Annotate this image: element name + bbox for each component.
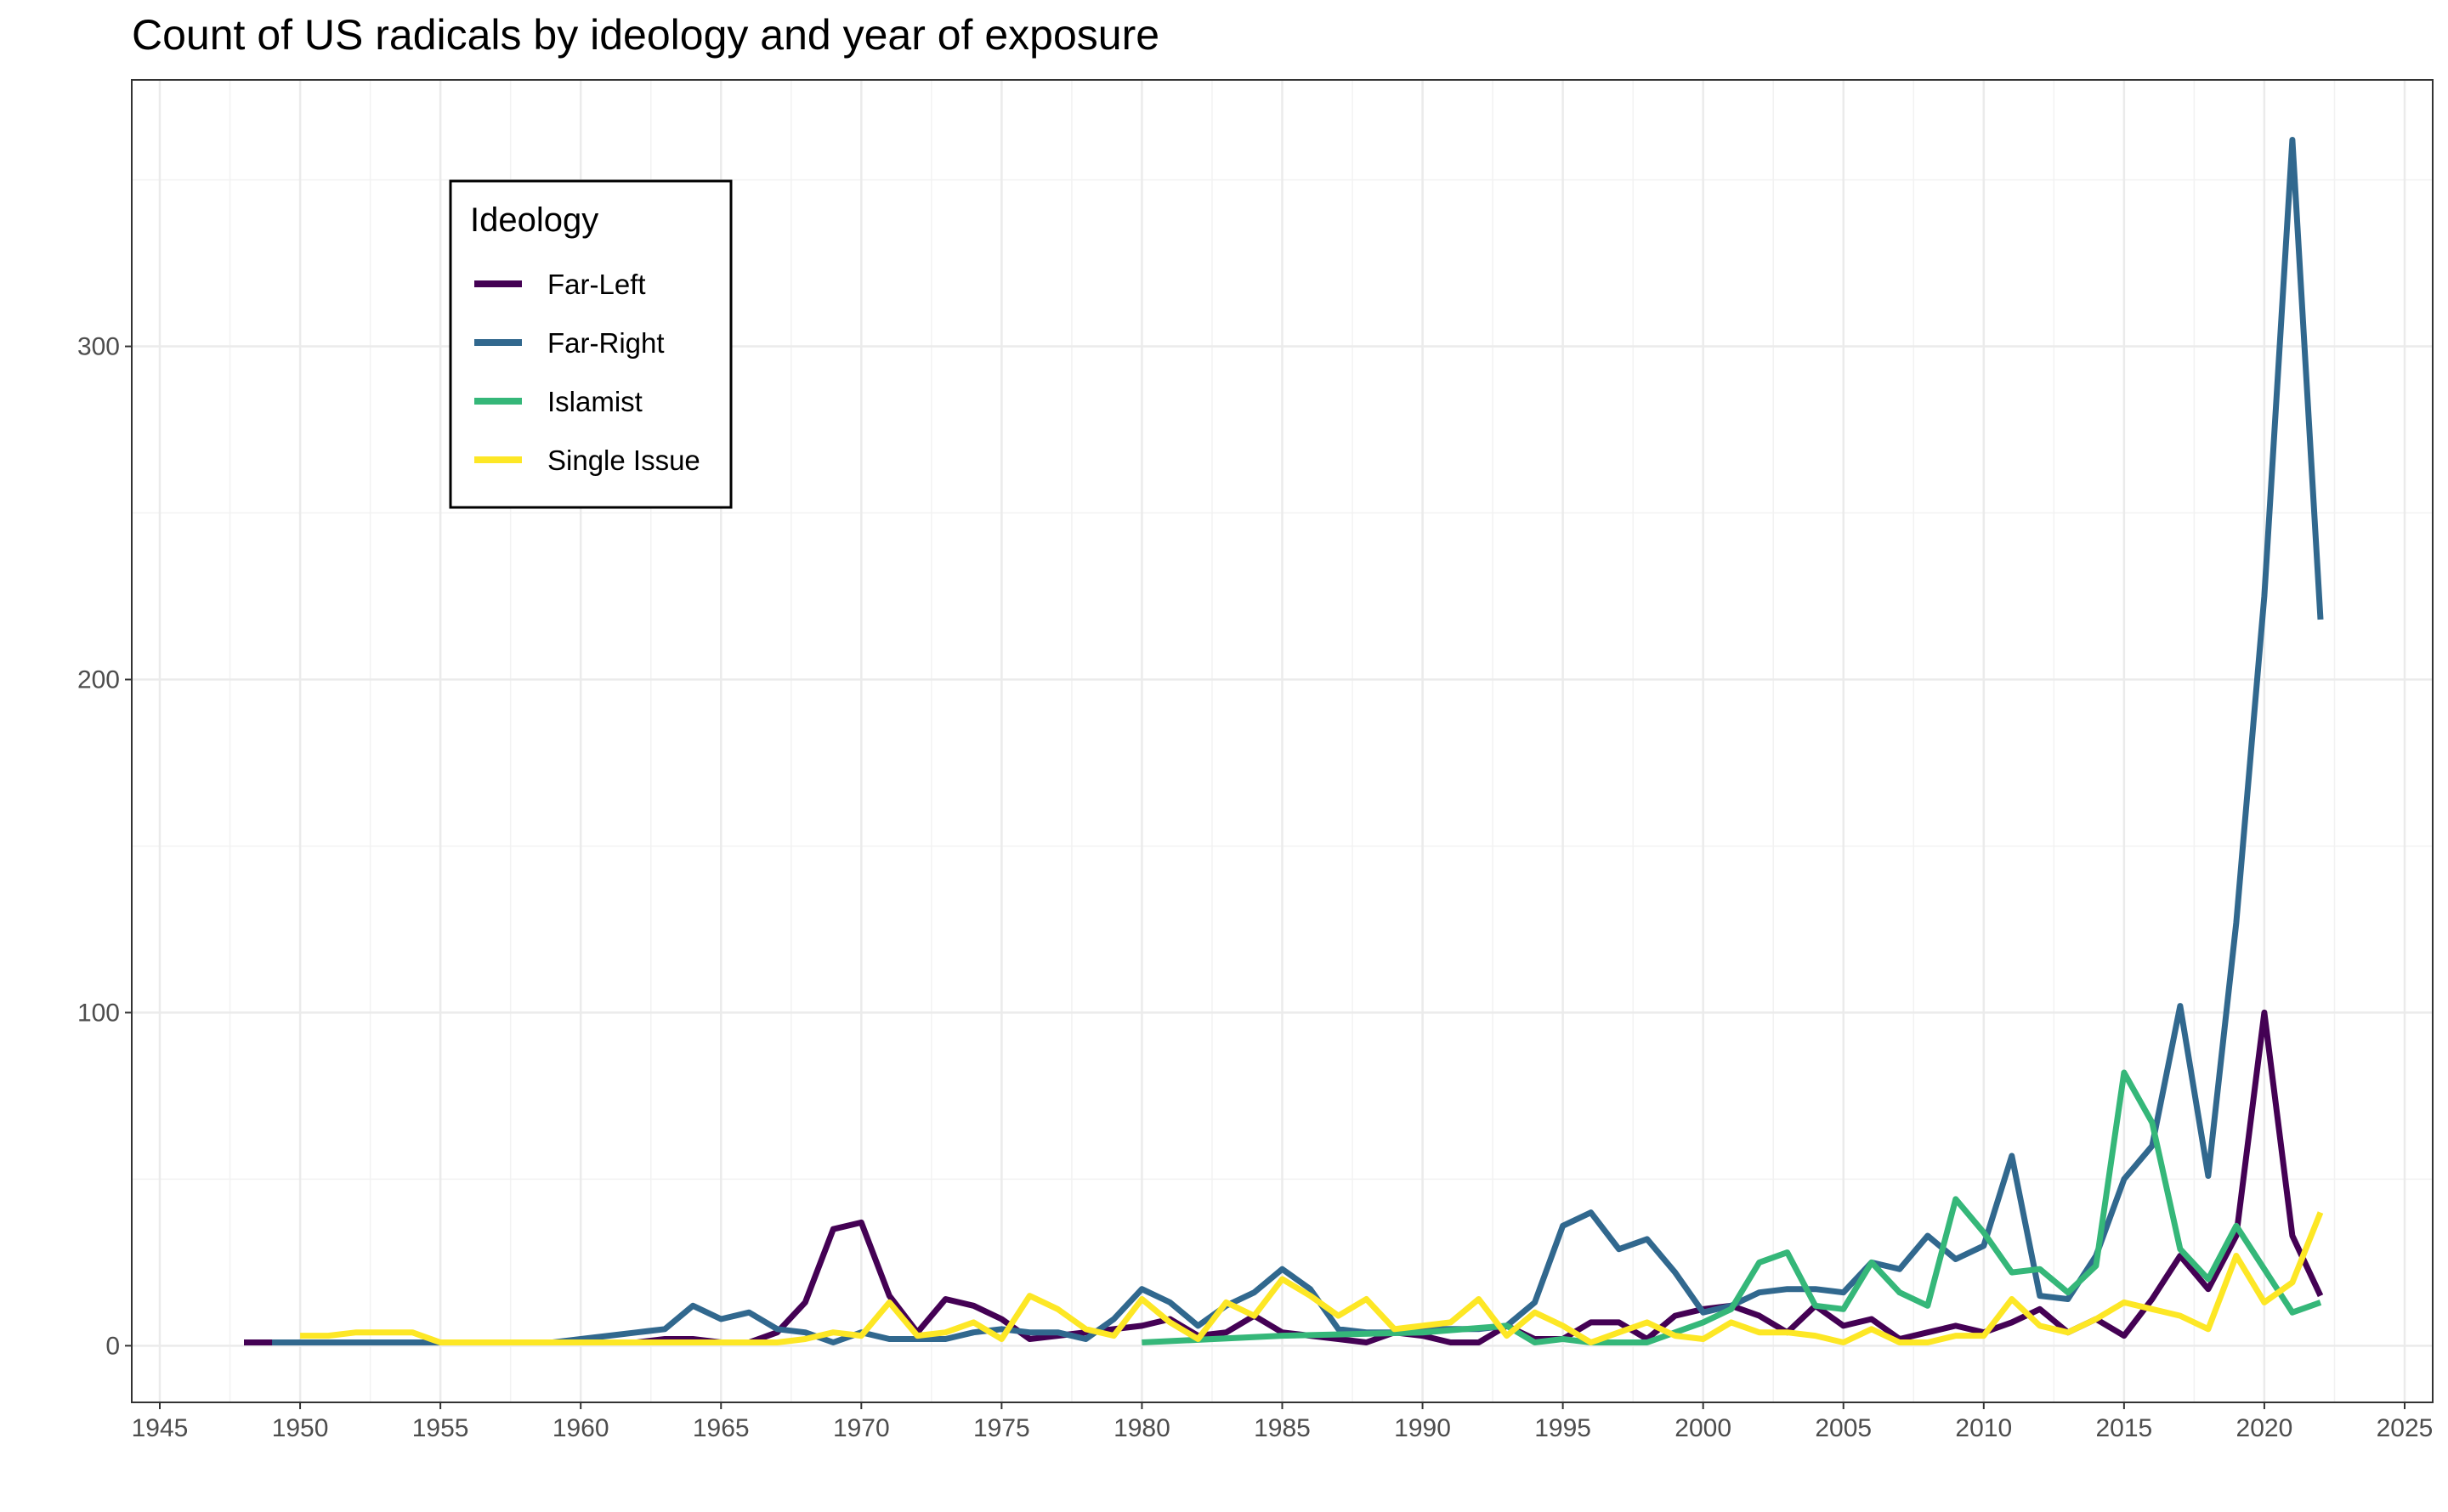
x-tick-label: 2020 [2236, 1414, 2293, 1442]
x-axis: 1945 1950 1955 1960 1965 1970 1975 1980 1985 1990… [132, 1402, 2434, 1442]
x-tick-label: 2025 [2377, 1414, 2434, 1442]
y-tick-label: 100 [77, 999, 120, 1027]
x-tick-label: 1990 [1394, 1414, 1451, 1442]
series-line-far-right [272, 137, 2324, 1345]
legend-label-islamist: Islamist [547, 386, 643, 417]
x-tick-label: 1945 [132, 1414, 189, 1442]
x-tick-label: 1975 [973, 1414, 1030, 1442]
legend: Ideology Far-Left Far-Right Islamist Single… [449, 179, 733, 509]
chart-title: Count of US radicals by ideology and yea… [132, 11, 1160, 59]
legend-title: Ideology [470, 201, 598, 239]
x-tick-label: 2010 [1955, 1414, 2012, 1442]
y-tick-label: 300 [77, 333, 120, 361]
x-tick-label: 1960 [552, 1414, 609, 1442]
legend-items: Far-Left Far-Right Islamist Single Issue [474, 269, 700, 476]
x-tick-label: 1970 [833, 1414, 890, 1442]
x-tick-label: 1980 [1114, 1414, 1170, 1442]
series-line-single-issue [300, 1211, 2324, 1345]
x-tick-label: 2000 [1674, 1414, 1731, 1442]
x-tick-label: 1985 [1254, 1414, 1311, 1442]
x-tick-label: 1995 [1534, 1414, 1591, 1442]
x-tick-label: 1965 [693, 1414, 750, 1442]
legend-label-single-issue: Single Issue [547, 445, 700, 476]
x-tick-label: 2005 [1815, 1414, 1872, 1442]
x-tick-label: 1950 [272, 1414, 329, 1442]
series-line-islamist [1142, 1069, 2322, 1345]
x-tick-label: 2015 [2095, 1414, 2152, 1442]
legend-label-far-left: Far-Left [547, 269, 646, 300]
y-tick-label: 0 [105, 1332, 120, 1360]
x-tick-label: 1955 [412, 1414, 469, 1442]
y-axis: 0 100 200 300 [77, 333, 132, 1360]
y-tick-label: 200 [77, 665, 120, 694]
legend-label-far-right: Far-Right [547, 327, 665, 359]
series-layer [244, 137, 2324, 1345]
